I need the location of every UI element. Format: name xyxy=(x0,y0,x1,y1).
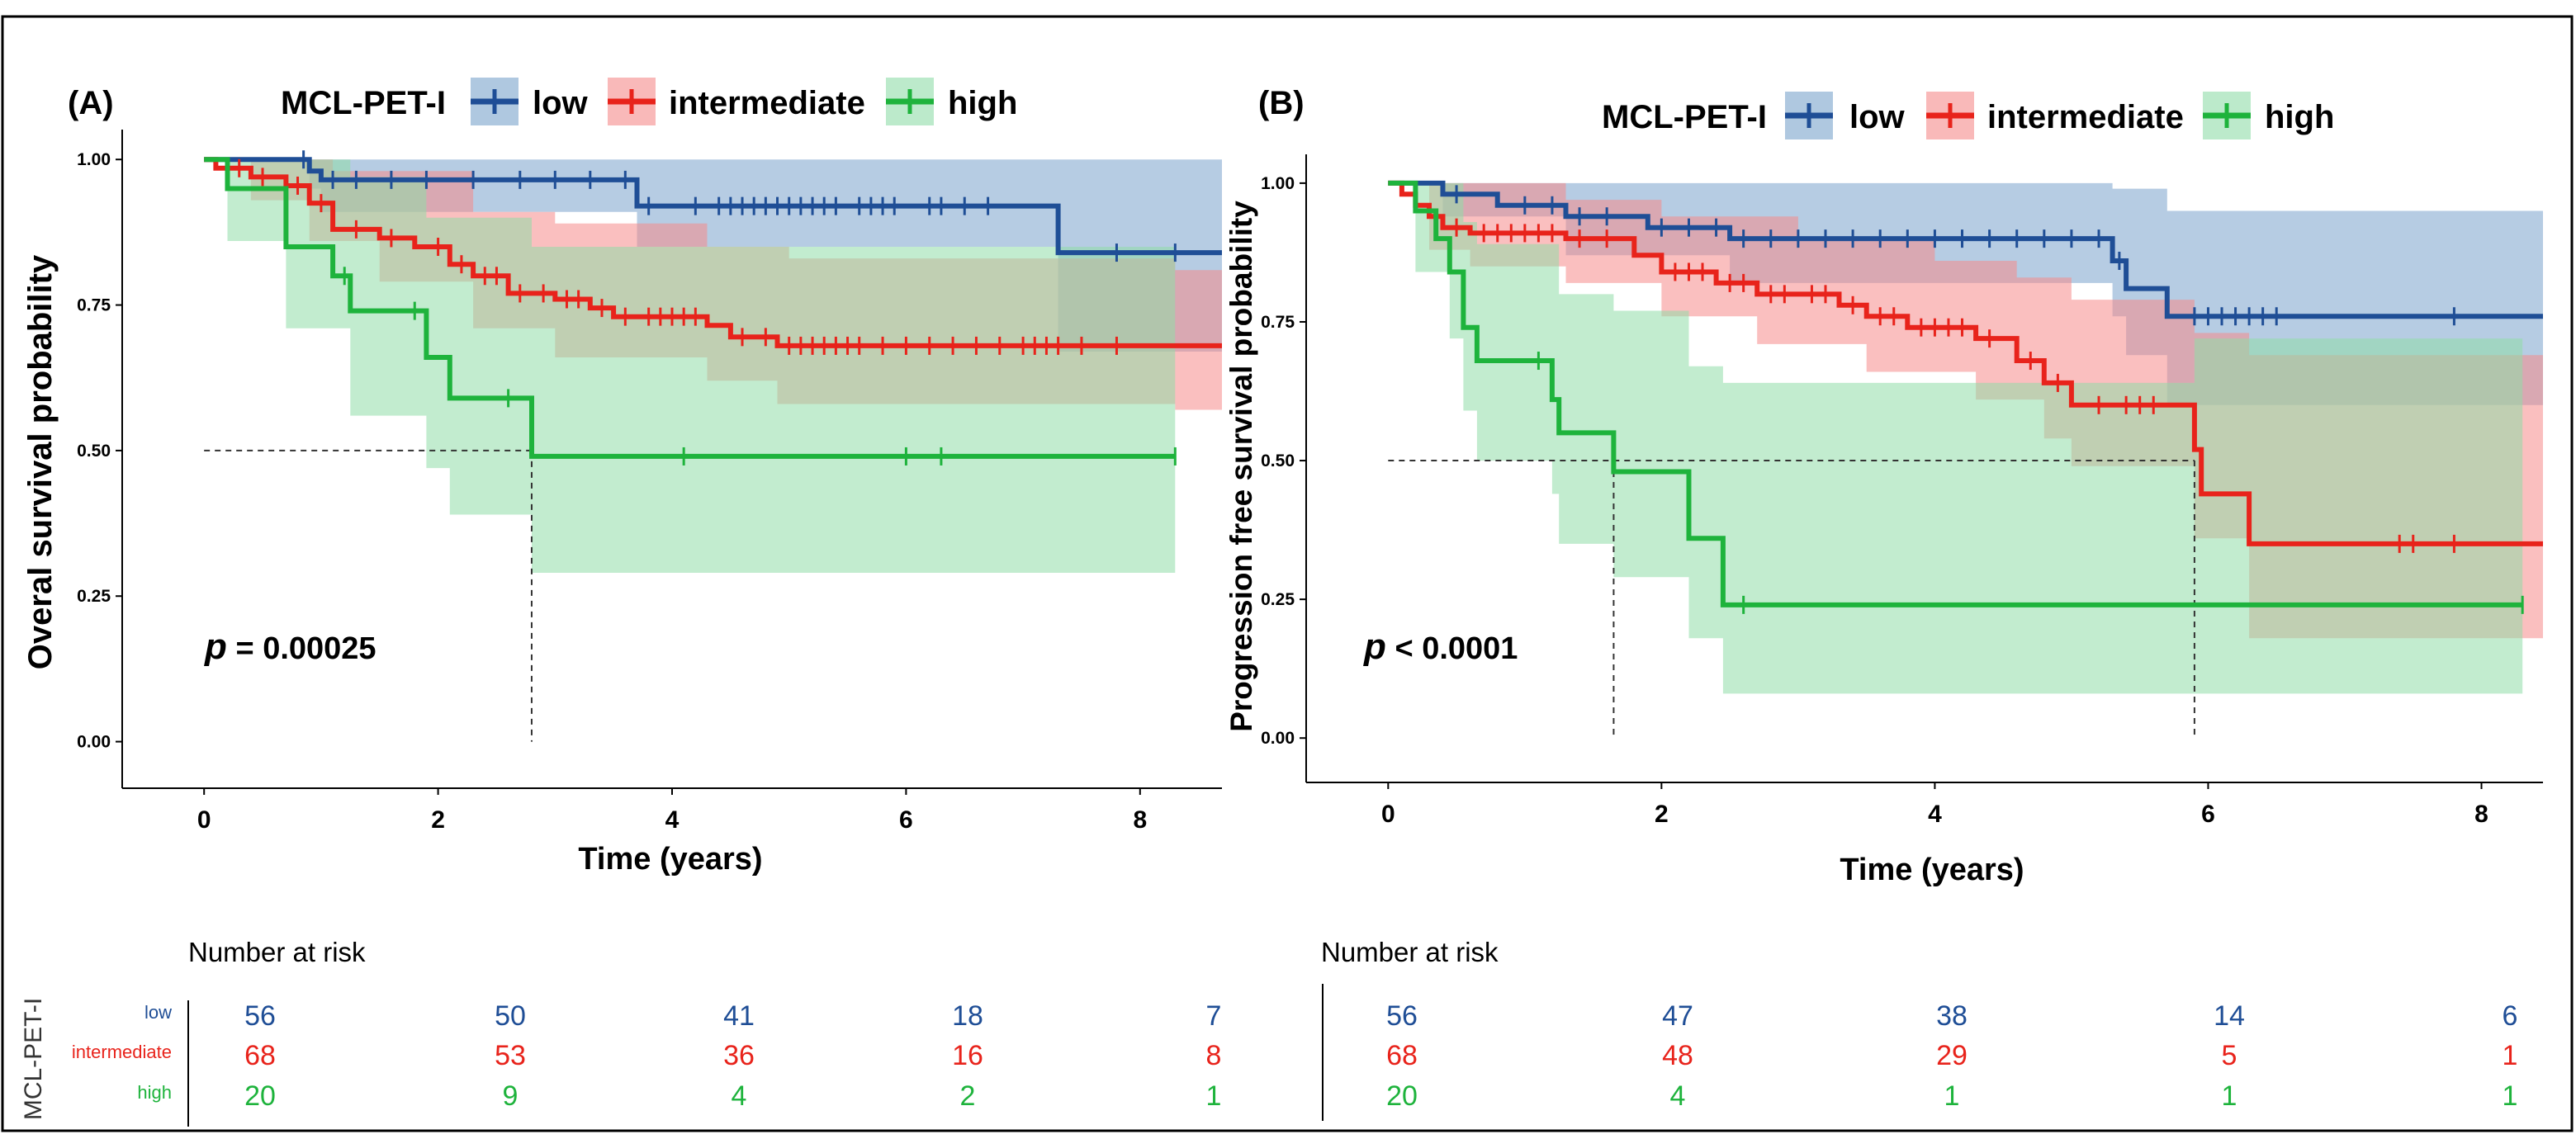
risk-count-low: 47 xyxy=(1662,1000,1693,1032)
legend-title: MCL-PET-I xyxy=(281,85,446,121)
panel-b: (B) MCL-PET-I low intermediate high 0.00… xyxy=(1224,85,2543,887)
risk-group-label-intermediate: intermediate xyxy=(72,1042,172,1062)
x-tick-label: 0 xyxy=(1381,801,1395,828)
legend-label-high: high xyxy=(2265,99,2334,135)
p-value-text: = 0.00025 xyxy=(227,631,376,666)
x-tick-label: 6 xyxy=(899,806,913,834)
x-axis-title-a: Time (years) xyxy=(578,842,762,877)
y-tick-label: 0.50 xyxy=(77,442,111,461)
panel-a-label: (A) xyxy=(68,85,114,121)
risk-group-label-low: low xyxy=(144,1002,172,1023)
risk-count-low: 56 xyxy=(244,1000,276,1032)
risk-table-b: Number at risk 56 47 38 14 6 68 48 29 5 1 20 4 1 1 1 xyxy=(1321,937,2517,1121)
x-tick-label: 4 xyxy=(1928,801,1942,828)
risk-count-intermediate: 5 xyxy=(2222,1040,2237,1071)
risk-group-label-high: high xyxy=(137,1082,172,1103)
y-tick-label: 0.50 xyxy=(1261,451,1295,470)
plot-area-b: 0.00 0.25 0.50 0.75 1.00 0 2 4 6 8 xyxy=(1261,154,2543,828)
y-tick-label: 0.25 xyxy=(77,587,111,606)
y-tick-label: 0.75 xyxy=(77,296,111,315)
x-tick-label: 8 xyxy=(2474,801,2488,828)
plot-area-a: 0.00 0.25 0.50 0.75 1.00 0 2 4 6 8 xyxy=(77,130,1223,834)
y-tick-label: 0.25 xyxy=(1261,590,1295,609)
x-tick-label: 2 xyxy=(1655,801,1669,828)
x-tick-label: 2 xyxy=(431,806,445,834)
legend-title: MCL-PET-I xyxy=(1602,99,1767,135)
risk-count-intermediate: 29 xyxy=(1936,1040,1968,1071)
panel-b-label: (B) xyxy=(1258,85,1305,121)
legend-label-intermediate: intermediate xyxy=(1987,99,2184,135)
risk-count-high: 20 xyxy=(1386,1080,1418,1112)
risk-count-high: 1 xyxy=(2222,1080,2237,1112)
p-symbol: p xyxy=(1363,626,1386,667)
risk-count-high: 9 xyxy=(503,1080,519,1112)
p-value-text: < 0.0001 xyxy=(1386,631,1518,666)
legend-label-low: low xyxy=(1849,99,1906,135)
x-tick-label: 6 xyxy=(2201,801,2215,828)
ci-band-high xyxy=(204,159,1176,573)
risk-count-intermediate: 68 xyxy=(244,1040,276,1071)
survival-curve-high xyxy=(204,157,1176,459)
risk-count-low: 50 xyxy=(495,1000,526,1032)
risk-count-intermediate: 8 xyxy=(1206,1040,1222,1071)
risk-count-intermediate: 1 xyxy=(2503,1040,2518,1071)
risk-table-a: Number at risk MCL-PET-I low 56 50 41 18 7int… xyxy=(20,937,1221,1127)
legend-label-high: high xyxy=(948,85,1017,121)
risk-count-high: 20 xyxy=(244,1080,276,1112)
legend-a: MCL-PET-I low intermediate high xyxy=(281,78,1017,125)
risk-count-high: 1 xyxy=(2503,1080,2518,1112)
risk-count-low: 18 xyxy=(952,1000,983,1032)
y-tick-label: 0.75 xyxy=(1261,313,1295,332)
risk-count-low: 6 xyxy=(2503,1000,2518,1032)
legend-label-intermediate: intermediate xyxy=(669,85,865,121)
survival-curve-intermediate xyxy=(1388,180,2543,546)
x-tick-label: 0 xyxy=(197,806,211,834)
risk-strata-label: MCL-PET-I xyxy=(20,998,47,1120)
p-value-b: p < 0.0001 xyxy=(1363,626,1518,667)
risk-count-high: 2 xyxy=(960,1080,976,1112)
y-axis-title-a: Overal survival probability xyxy=(22,254,59,669)
risk-count-high: 4 xyxy=(1670,1080,1686,1112)
p-value-a: p = 0.00025 xyxy=(204,626,376,667)
ci-band-high xyxy=(1388,182,2523,694)
risk-count-high: 1 xyxy=(1206,1080,1222,1112)
panel-a: (A) MCL-PET-I low intermediate high 0.00… xyxy=(22,78,1223,877)
survival-curve-low xyxy=(204,157,1222,256)
legend-label-low: low xyxy=(533,85,589,121)
risk-count-intermediate: 48 xyxy=(1662,1040,1693,1071)
y-tick-label: 0.00 xyxy=(1261,729,1295,748)
risk-count-intermediate: 16 xyxy=(952,1040,983,1071)
x-axis-title-b: Time (years) xyxy=(1840,853,2024,887)
risk-rows-b: 56 47 38 14 6 68 48 29 5 1 20 4 1 1 1 xyxy=(1386,1000,2517,1112)
y-tick-label: 1.00 xyxy=(77,150,111,169)
risk-table-title-a: Number at risk xyxy=(188,937,366,967)
x-tick-label: 4 xyxy=(665,806,680,834)
risk-count-low: 56 xyxy=(1386,1000,1418,1032)
risk-count-high: 4 xyxy=(732,1080,747,1112)
p-symbol: p xyxy=(204,626,227,667)
y-axis-title-b: Progression free survival probability xyxy=(1224,201,1258,732)
x-tick-label: 8 xyxy=(1133,806,1147,834)
risk-count-low: 41 xyxy=(723,1000,755,1032)
risk-count-low: 14 xyxy=(2214,1000,2245,1032)
survival-curve-high xyxy=(1388,180,2523,607)
risk-count-intermediate: 53 xyxy=(495,1040,526,1071)
risk-count-low: 38 xyxy=(1936,1000,1968,1032)
risk-count-intermediate: 36 xyxy=(723,1040,755,1071)
figure-frame xyxy=(1,15,2574,1132)
y-tick-label: 1.00 xyxy=(1261,174,1295,193)
risk-count-intermediate: 68 xyxy=(1386,1040,1418,1071)
risk-count-high: 1 xyxy=(1944,1080,1960,1112)
risk-count-low: 7 xyxy=(1206,1000,1222,1032)
risk-table-title-b: Number at risk xyxy=(1321,937,1499,967)
legend-b: MCL-PET-I low intermediate high xyxy=(1602,92,2334,139)
y-tick-label: 0.00 xyxy=(77,733,111,752)
